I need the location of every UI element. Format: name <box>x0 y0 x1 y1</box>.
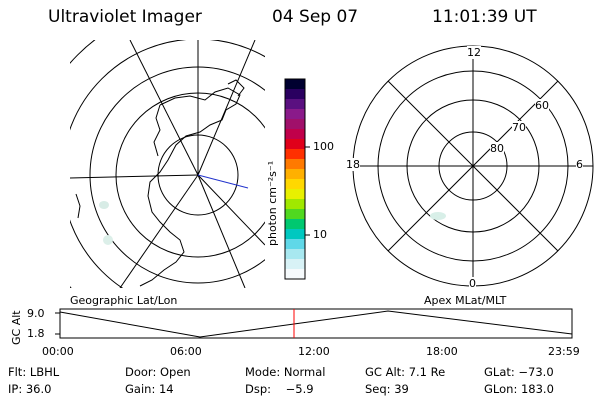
colorbar-segment <box>285 269 305 280</box>
colorbar-segment <box>285 169 305 180</box>
colorbar-segment <box>285 229 305 240</box>
colorbar-segment <box>285 89 305 100</box>
colorbar-tick-10: 10 <box>313 228 327 241</box>
colorbar-segment <box>285 259 305 270</box>
mode-status: Mode: Normal <box>245 365 326 379</box>
colorbar-segment <box>285 179 305 190</box>
colorbar-segment <box>285 199 305 210</box>
date-label: 04 Sep 07 <box>272 7 359 27</box>
altitude-ylabel: GC Alt <box>10 310 23 345</box>
colorbar-segment <box>285 99 305 110</box>
colorbar-segment <box>285 159 305 170</box>
colorbar-tick-100: 100 <box>313 140 334 153</box>
glon-status: GLon: 183.0 <box>484 382 554 396</box>
aurora-smudge <box>430 212 446 220</box>
colorbar-segment <box>285 139 305 150</box>
colorbar-segment <box>285 249 305 260</box>
gc-alt-status: GC Alt: 7.1 Re <box>365 365 446 379</box>
mlt-label-18: 18 <box>346 158 360 171</box>
aurora-smudge <box>99 201 109 209</box>
left-map-caption: Geographic Lat/Lon <box>70 294 178 307</box>
xtick-2359: 23:59 <box>548 345 580 358</box>
colorbar-segment <box>285 119 305 130</box>
altitude-ytick-9: 9.0 <box>27 307 45 320</box>
altitude-ytick-1-8: 1.8 <box>27 327 45 340</box>
colorbar-segment <box>285 209 305 220</box>
mlt-label-0: 0 <box>469 277 476 290</box>
ip-status: IP: 36.0 <box>8 382 52 396</box>
seq-status: Seq: 39 <box>365 382 409 396</box>
colorbar-segment <box>285 239 305 250</box>
xtick-1200: 12:00 <box>298 345 330 358</box>
aurora-smudge <box>103 235 113 245</box>
xtick-0600: 06:00 <box>170 345 202 358</box>
colorbar-segment <box>285 189 305 200</box>
colorbar-segment <box>285 149 305 160</box>
filter-status: Flt: LBHL <box>8 365 60 379</box>
gain-status: Gain: 14 <box>125 382 174 396</box>
xtick-1800: 18:00 <box>426 345 458 358</box>
colorbar-segment <box>285 109 305 120</box>
mlt-label-6: 6 <box>576 158 583 171</box>
mlat-label-60: 60 <box>535 99 549 112</box>
mlat-label-70: 70 <box>512 121 526 134</box>
colorbar-segment <box>285 219 305 230</box>
instrument-title: Ultraviolet Imager <box>48 7 202 27</box>
xtick-0000: 00:00 <box>42 345 74 358</box>
dsp-status: Dsp: −5.9 <box>245 382 314 396</box>
colorbar-segment <box>285 129 305 140</box>
mlt-label-12: 12 <box>467 46 481 59</box>
glat-status: GLat: −73.0 <box>484 365 554 379</box>
mlat-label-80: 80 <box>490 142 504 155</box>
colorbar-segment <box>285 79 305 90</box>
door-status: Door: Open <box>125 365 191 379</box>
right-map-caption: Apex MLat/MLT <box>424 294 507 307</box>
time-label: 11:01:39 UT <box>432 7 537 27</box>
